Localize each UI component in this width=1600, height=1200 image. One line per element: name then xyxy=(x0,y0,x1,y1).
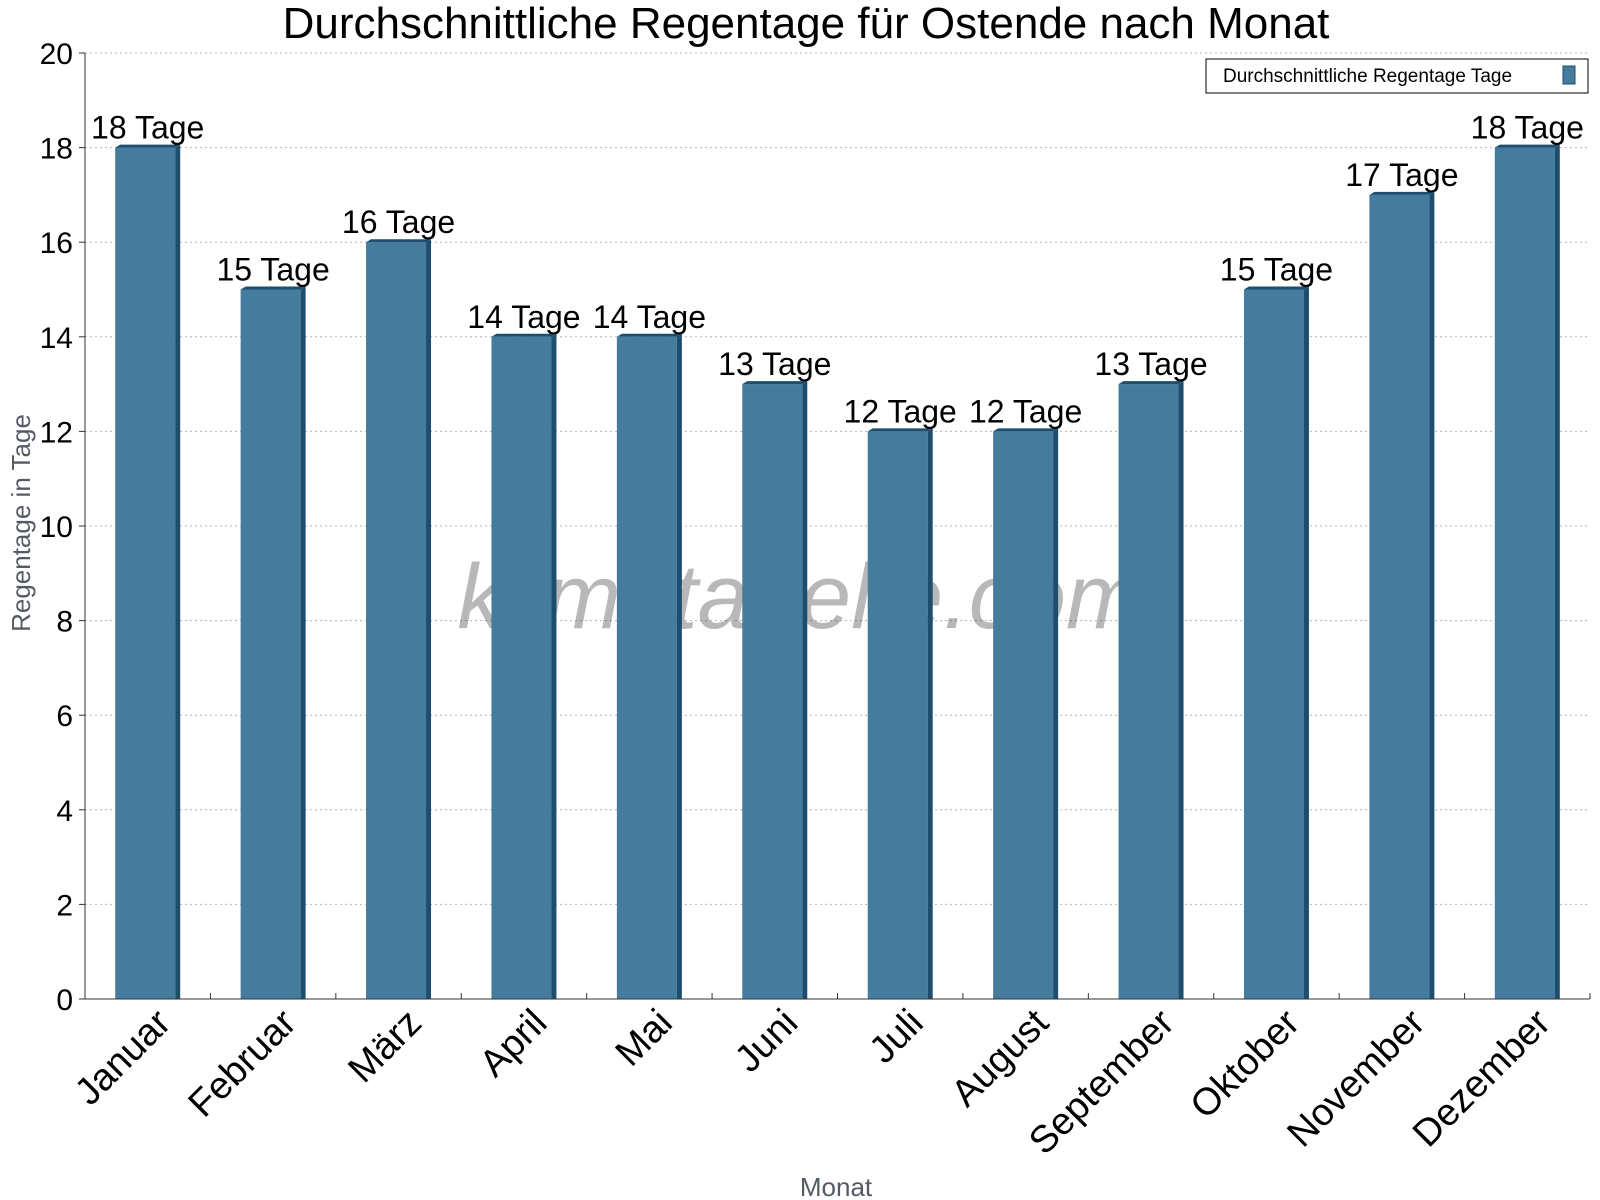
bar-side xyxy=(1303,286,1309,999)
y-tick-label: 6 xyxy=(56,700,73,733)
bar-april xyxy=(491,333,557,999)
x-tick-label: April xyxy=(472,1002,555,1085)
bars xyxy=(115,144,1560,1000)
bar-top xyxy=(616,333,682,337)
data-label: 14 Tage xyxy=(467,299,580,335)
bar-mai xyxy=(616,333,682,999)
legend: Durchschnittliche Regentage Tage xyxy=(1205,58,1589,94)
legend-label: Durchschnittliche Regentage Tage xyxy=(1223,66,1512,87)
bar-juni xyxy=(742,381,808,1000)
bar-november xyxy=(1369,191,1435,999)
y-tick-label: 10 xyxy=(40,511,73,544)
bar-face xyxy=(491,336,552,999)
bar-face xyxy=(1243,289,1304,999)
data-label: 12 Tage xyxy=(969,393,1082,429)
data-label: 16 Tage xyxy=(342,204,455,240)
x-tick-label: August xyxy=(944,1001,1058,1115)
y-tick-label: 12 xyxy=(40,416,73,449)
x-tick-label: Juni xyxy=(727,1002,806,1081)
bar-side xyxy=(300,286,306,999)
bar-dezember xyxy=(1494,144,1560,1000)
bar-face xyxy=(366,242,427,999)
y-tick-label: 16 xyxy=(40,227,73,260)
data-label: 15 Tage xyxy=(216,252,329,288)
bar-side xyxy=(1554,144,1560,1000)
x-tick-label: März xyxy=(340,1002,429,1091)
data-label: 13 Tage xyxy=(1094,346,1207,382)
bar-side xyxy=(426,239,432,999)
legend-swatch xyxy=(1562,65,1576,85)
bar-face xyxy=(616,336,677,999)
bar-face xyxy=(115,147,176,1000)
x-tick-label: Dezember xyxy=(1405,1001,1559,1155)
bar-side xyxy=(927,428,933,999)
data-label: 18 Tage xyxy=(1471,110,1584,146)
bar-juli xyxy=(867,428,933,999)
bar-top xyxy=(1494,144,1560,148)
bar-face xyxy=(1118,384,1179,1000)
chart-title: Durchschnittliche Regentage für Ostende … xyxy=(283,0,1330,48)
data-labels: 18 Tage 15 Tage 16 Tage 14 Tage 14 Tage 13 Ta… xyxy=(91,110,1584,430)
gridlines xyxy=(85,52,1590,905)
bar-side xyxy=(676,333,682,999)
bar-face xyxy=(742,384,803,1000)
bar-september xyxy=(1118,381,1184,1000)
bar-top xyxy=(491,333,557,337)
bar-face xyxy=(1369,194,1430,999)
bar-top xyxy=(1369,191,1435,195)
bar-januar xyxy=(115,144,181,1000)
x-tick-label: Januar xyxy=(67,1001,179,1113)
bar-top xyxy=(742,381,808,385)
bar-face xyxy=(867,431,928,999)
bar-top xyxy=(993,428,1059,432)
x-tick-label: Oktober xyxy=(1183,1001,1309,1127)
y-tick-label: 20 xyxy=(40,38,73,71)
y-tick-label: 14 xyxy=(40,322,73,355)
bar-top xyxy=(366,239,432,243)
x-tick-label: Mai xyxy=(608,1002,681,1075)
bar-top xyxy=(115,144,181,148)
y-tick-label: 4 xyxy=(56,795,73,828)
data-label: 13 Tage xyxy=(718,346,831,382)
bar-side xyxy=(1178,381,1184,1000)
y-tick-label: 8 xyxy=(56,606,73,639)
bar-side xyxy=(175,144,181,1000)
bar-top xyxy=(1118,381,1184,385)
data-label: 17 Tage xyxy=(1345,157,1458,193)
bar-face xyxy=(240,289,301,999)
data-label: 12 Tage xyxy=(844,393,957,429)
bar-august xyxy=(993,428,1059,999)
bar-face xyxy=(993,431,1054,999)
legend-box xyxy=(1205,58,1589,94)
bar-side xyxy=(802,381,808,1000)
bar-top xyxy=(1243,286,1309,290)
bar-face xyxy=(1494,147,1555,1000)
data-label: 15 Tage xyxy=(1220,252,1333,288)
x-tick-label: Februar xyxy=(181,1001,305,1125)
bar-februar xyxy=(240,286,306,999)
bar-side xyxy=(1429,191,1435,999)
x-axis-title: Monat xyxy=(800,1172,873,1200)
y-axis-title: Regentage in Tage xyxy=(6,414,36,632)
bar-top xyxy=(867,428,933,432)
data-label: 18 Tage xyxy=(91,110,204,146)
bar-side xyxy=(551,333,557,999)
data-label: 14 Tage xyxy=(593,299,706,335)
x-tick-label: Juli xyxy=(862,1002,932,1072)
bar-top xyxy=(240,286,306,290)
y-tick-label: 18 xyxy=(40,133,73,166)
bar-oktober xyxy=(1243,286,1309,999)
y-tick-label: 0 xyxy=(56,984,73,1017)
y-tick-label: 2 xyxy=(56,889,73,922)
bar-märz xyxy=(366,239,432,999)
bar-side xyxy=(1053,428,1059,999)
